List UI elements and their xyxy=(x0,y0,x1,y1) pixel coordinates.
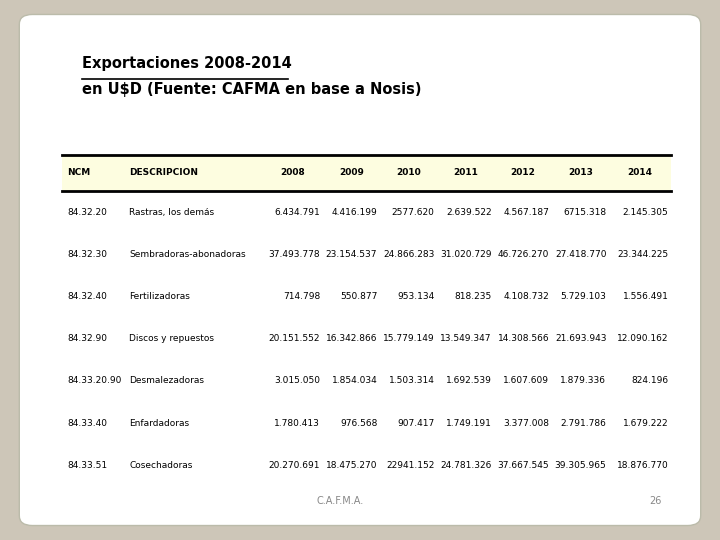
Text: Desmalezadoras: Desmalezadoras xyxy=(129,376,204,386)
Text: 18.876.770: 18.876.770 xyxy=(617,461,669,470)
Text: 714.798: 714.798 xyxy=(283,292,320,301)
Text: 15.779.149: 15.779.149 xyxy=(383,334,435,343)
Text: 824.196: 824.196 xyxy=(631,376,669,386)
Text: C.A.F.M.A.: C.A.F.M.A. xyxy=(317,496,364,506)
Text: Rastras, los demás: Rastras, los demás xyxy=(129,208,215,217)
Text: 6.434.791: 6.434.791 xyxy=(274,208,320,217)
Text: Fertilizadoras: Fertilizadoras xyxy=(129,292,190,301)
Text: en U$D (Fuente: CAFMA en base a Nosis): en U$D (Fuente: CAFMA en base a Nosis) xyxy=(81,82,421,97)
Text: 84.32.40: 84.32.40 xyxy=(67,292,107,301)
Text: 1.780.413: 1.780.413 xyxy=(274,418,320,428)
Text: 2008: 2008 xyxy=(281,168,305,178)
Text: 20.151.552: 20.151.552 xyxy=(269,334,320,343)
Text: 24.866.283: 24.866.283 xyxy=(383,250,435,259)
Text: 976.568: 976.568 xyxy=(340,418,377,428)
Text: 1.749.191: 1.749.191 xyxy=(446,418,492,428)
Text: 37.667.545: 37.667.545 xyxy=(498,461,549,470)
Text: 2.639.522: 2.639.522 xyxy=(446,208,492,217)
Text: 84.32.20: 84.32.20 xyxy=(67,208,107,217)
Text: 953.134: 953.134 xyxy=(397,292,435,301)
Text: 22941.152: 22941.152 xyxy=(386,461,435,470)
Text: 2.145.305: 2.145.305 xyxy=(623,208,669,217)
Text: NCM: NCM xyxy=(67,168,91,178)
Text: 16.342.866: 16.342.866 xyxy=(326,334,377,343)
Text: 39.305.965: 39.305.965 xyxy=(554,461,606,470)
Text: 13.549.347: 13.549.347 xyxy=(441,334,492,343)
Text: 3.015.050: 3.015.050 xyxy=(274,376,320,386)
Text: 84.33.40: 84.33.40 xyxy=(67,418,107,428)
Text: 550.877: 550.877 xyxy=(340,292,377,301)
Text: 27.418.770: 27.418.770 xyxy=(555,250,606,259)
Text: 1.692.539: 1.692.539 xyxy=(446,376,492,386)
Text: 24.781.326: 24.781.326 xyxy=(441,461,492,470)
Text: 37.493.778: 37.493.778 xyxy=(269,250,320,259)
Text: 1.854.034: 1.854.034 xyxy=(332,376,377,386)
Text: 23.344.225: 23.344.225 xyxy=(618,250,669,259)
Text: Cosechadoras: Cosechadoras xyxy=(129,461,192,470)
Text: 46.726.270: 46.726.270 xyxy=(498,250,549,259)
Text: DESCRIPCION: DESCRIPCION xyxy=(129,168,198,178)
Text: 20.270.691: 20.270.691 xyxy=(269,461,320,470)
Text: 84.33.20.90: 84.33.20.90 xyxy=(67,376,122,386)
Text: 4.567.187: 4.567.187 xyxy=(503,208,549,217)
Text: 1.607.609: 1.607.609 xyxy=(503,376,549,386)
Text: 4.108.732: 4.108.732 xyxy=(503,292,549,301)
Text: 4.416.199: 4.416.199 xyxy=(332,208,377,217)
Text: 1.879.336: 1.879.336 xyxy=(560,376,606,386)
Text: 84.32.30: 84.32.30 xyxy=(67,250,107,259)
Text: 818.235: 818.235 xyxy=(454,292,492,301)
Text: 84.32.90: 84.32.90 xyxy=(67,334,107,343)
Text: 26: 26 xyxy=(649,496,662,506)
Text: 2014: 2014 xyxy=(628,168,652,178)
Text: Enfardadoras: Enfardadoras xyxy=(129,418,189,428)
Text: 1.679.222: 1.679.222 xyxy=(623,418,669,428)
Text: 1.503.314: 1.503.314 xyxy=(389,376,435,386)
Text: 907.417: 907.417 xyxy=(397,418,435,428)
Text: 12.090.162: 12.090.162 xyxy=(617,334,669,343)
Text: 23.154.537: 23.154.537 xyxy=(326,250,377,259)
Text: 5.729.103: 5.729.103 xyxy=(561,292,606,301)
Text: 2013: 2013 xyxy=(568,168,593,178)
Text: 84.33.51: 84.33.51 xyxy=(67,461,107,470)
Text: Exportaciones 2008-2014: Exportaciones 2008-2014 xyxy=(81,56,292,71)
Text: 2577.620: 2577.620 xyxy=(392,208,435,217)
Text: 31.020.729: 31.020.729 xyxy=(441,250,492,259)
Text: 18.475.270: 18.475.270 xyxy=(326,461,377,470)
Text: Sembradoras-abonadoras: Sembradoras-abonadoras xyxy=(129,250,246,259)
Text: Discos y repuestos: Discos y repuestos xyxy=(129,334,214,343)
Text: 21.693.943: 21.693.943 xyxy=(555,334,606,343)
Text: 2009: 2009 xyxy=(339,168,364,178)
Text: 2.791.786: 2.791.786 xyxy=(561,418,606,428)
Text: 6715.318: 6715.318 xyxy=(563,208,606,217)
Text: 14.308.566: 14.308.566 xyxy=(498,334,549,343)
Text: 3.377.008: 3.377.008 xyxy=(503,418,549,428)
Text: 2012: 2012 xyxy=(510,168,536,178)
Text: 1.556.491: 1.556.491 xyxy=(623,292,669,301)
Text: 2011: 2011 xyxy=(454,168,478,178)
FancyBboxPatch shape xyxy=(19,15,701,525)
Text: 2010: 2010 xyxy=(396,168,421,178)
Bar xyxy=(62,154,671,191)
